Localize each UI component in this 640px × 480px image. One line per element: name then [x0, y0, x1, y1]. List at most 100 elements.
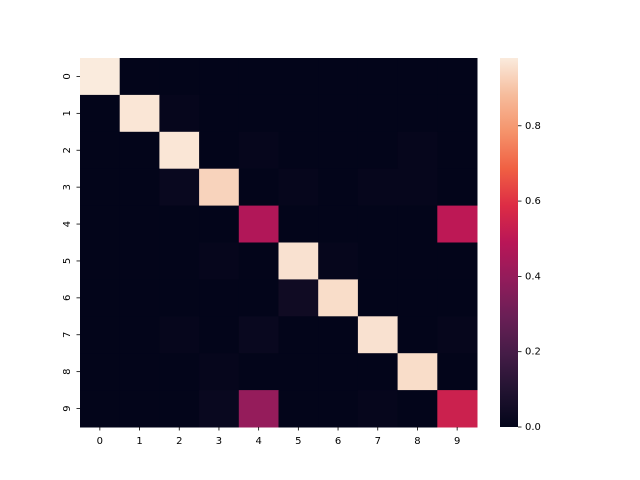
heatmap-cell — [80, 316, 121, 354]
heatmap-cell — [318, 316, 359, 354]
heatmap-cell — [357, 316, 399, 354]
heatmap-cell — [437, 205, 478, 243]
x-tick-label: 5 — [295, 436, 301, 447]
x-tick-label: 1 — [136, 436, 142, 447]
colorbar — [500, 58, 518, 427]
heatmap-cell — [437, 316, 478, 354]
heatmap-cell — [119, 58, 160, 96]
heatmap-cell — [159, 94, 200, 133]
heatmap-cell — [238, 205, 279, 243]
heatmap-cell — [199, 279, 240, 317]
heatmap-cell — [159, 58, 200, 96]
heatmap-cell — [199, 205, 240, 243]
heatmap-cell — [80, 58, 121, 96]
heatmap-cell — [278, 316, 319, 354]
heatmap-cell — [278, 168, 319, 207]
heatmap-cell — [80, 353, 121, 391]
heatmap-cell — [238, 131, 279, 170]
heatmap-cell — [318, 205, 359, 243]
y-tick-label: 2 — [62, 147, 73, 153]
heatmap-cell — [278, 353, 319, 391]
heatmap-cell — [278, 242, 319, 280]
heatmap-cell — [318, 58, 359, 96]
heatmap-cell — [199, 353, 240, 391]
x-tick-label: 0 — [97, 436, 103, 447]
heatmap-cell — [357, 58, 399, 96]
y-tick-label: 8 — [62, 368, 73, 374]
x-tick-label: 7 — [375, 436, 381, 447]
colorbar-tick-label: 0.6 — [525, 196, 541, 207]
heatmap-cell — [199, 131, 240, 170]
heatmap-cell — [80, 131, 121, 170]
heatmap-cell — [278, 58, 319, 96]
heatmap-cell — [199, 242, 240, 280]
heatmap-cell — [437, 279, 478, 317]
heatmap-cell — [397, 353, 438, 391]
heatmap-cell — [318, 242, 359, 280]
heatmap-cell — [397, 94, 438, 133]
y-tick-label: 5 — [62, 258, 73, 264]
heatmap-cell — [238, 316, 279, 354]
heatmap-cell — [357, 168, 399, 207]
heatmap-cell — [119, 131, 160, 170]
heatmap-cell — [318, 353, 359, 391]
x-tick-label: 6 — [335, 436, 341, 447]
heatmap-cell — [159, 242, 200, 280]
heatmap-cell — [238, 242, 279, 280]
heatmap-cell — [199, 168, 240, 207]
heatmap-cell — [199, 58, 240, 96]
heatmap-cell — [437, 390, 478, 428]
heatmap-cell — [238, 168, 279, 207]
colorbar-tick-label: 0.2 — [525, 347, 541, 358]
heatmap-cell — [119, 390, 160, 428]
heatmap-cell — [397, 168, 438, 207]
y-tick-label: 3 — [62, 184, 73, 190]
heatmap-cell — [238, 279, 279, 317]
heatmap-cell — [119, 205, 160, 243]
x-tick-label: 4 — [255, 436, 261, 447]
heatmap-cell — [437, 242, 478, 280]
heatmap-cell — [357, 242, 399, 280]
heatmap-cell — [159, 316, 200, 354]
heatmap-cell — [80, 205, 121, 243]
heatmap-cell — [397, 279, 438, 317]
heatmap-cell — [119, 353, 160, 391]
heatmap-cell — [159, 168, 200, 207]
heatmap-cell — [437, 58, 478, 96]
heatmap-cell — [357, 279, 399, 317]
heatmap-cell — [278, 131, 319, 170]
y-tick-label: 0 — [62, 73, 73, 79]
heatmap-cell — [238, 353, 279, 391]
heatmap-cell — [238, 94, 279, 133]
heatmap-cell — [437, 353, 478, 391]
heatmap-cell — [318, 131, 359, 170]
y-tick-label: 1 — [62, 110, 73, 116]
x-tick-label: 9 — [454, 436, 460, 447]
x-tick-label: 8 — [414, 436, 420, 447]
colorbar-tick-label: 0.4 — [525, 271, 541, 282]
heatmap-cell — [437, 94, 478, 133]
heatmap-cell — [357, 131, 399, 170]
heatmap-cell — [318, 168, 359, 207]
y-tick-label: 7 — [62, 332, 73, 338]
x-tick-label: 2 — [176, 436, 182, 447]
heatmap-cell — [80, 242, 121, 280]
heatmap-cell — [80, 279, 121, 317]
heatmap-cell — [119, 94, 160, 133]
heatmap-cell — [80, 168, 121, 207]
y-tick-label: 9 — [62, 405, 73, 411]
colorbar-tick-label: 0.8 — [525, 121, 541, 132]
heatmap-cell — [357, 94, 399, 133]
heatmap-cell — [397, 390, 438, 428]
heatmap-cell — [357, 390, 399, 428]
heatmap-cell — [437, 168, 478, 207]
heatmap-cell — [119, 242, 160, 280]
heatmap-cell — [318, 279, 359, 317]
heatmap-cell — [119, 279, 160, 317]
colorbar-tick-label: 0.0 — [525, 422, 541, 433]
heatmap-cell — [119, 316, 160, 354]
heatmap-cell — [119, 168, 160, 207]
heatmap-cell — [397, 58, 438, 96]
